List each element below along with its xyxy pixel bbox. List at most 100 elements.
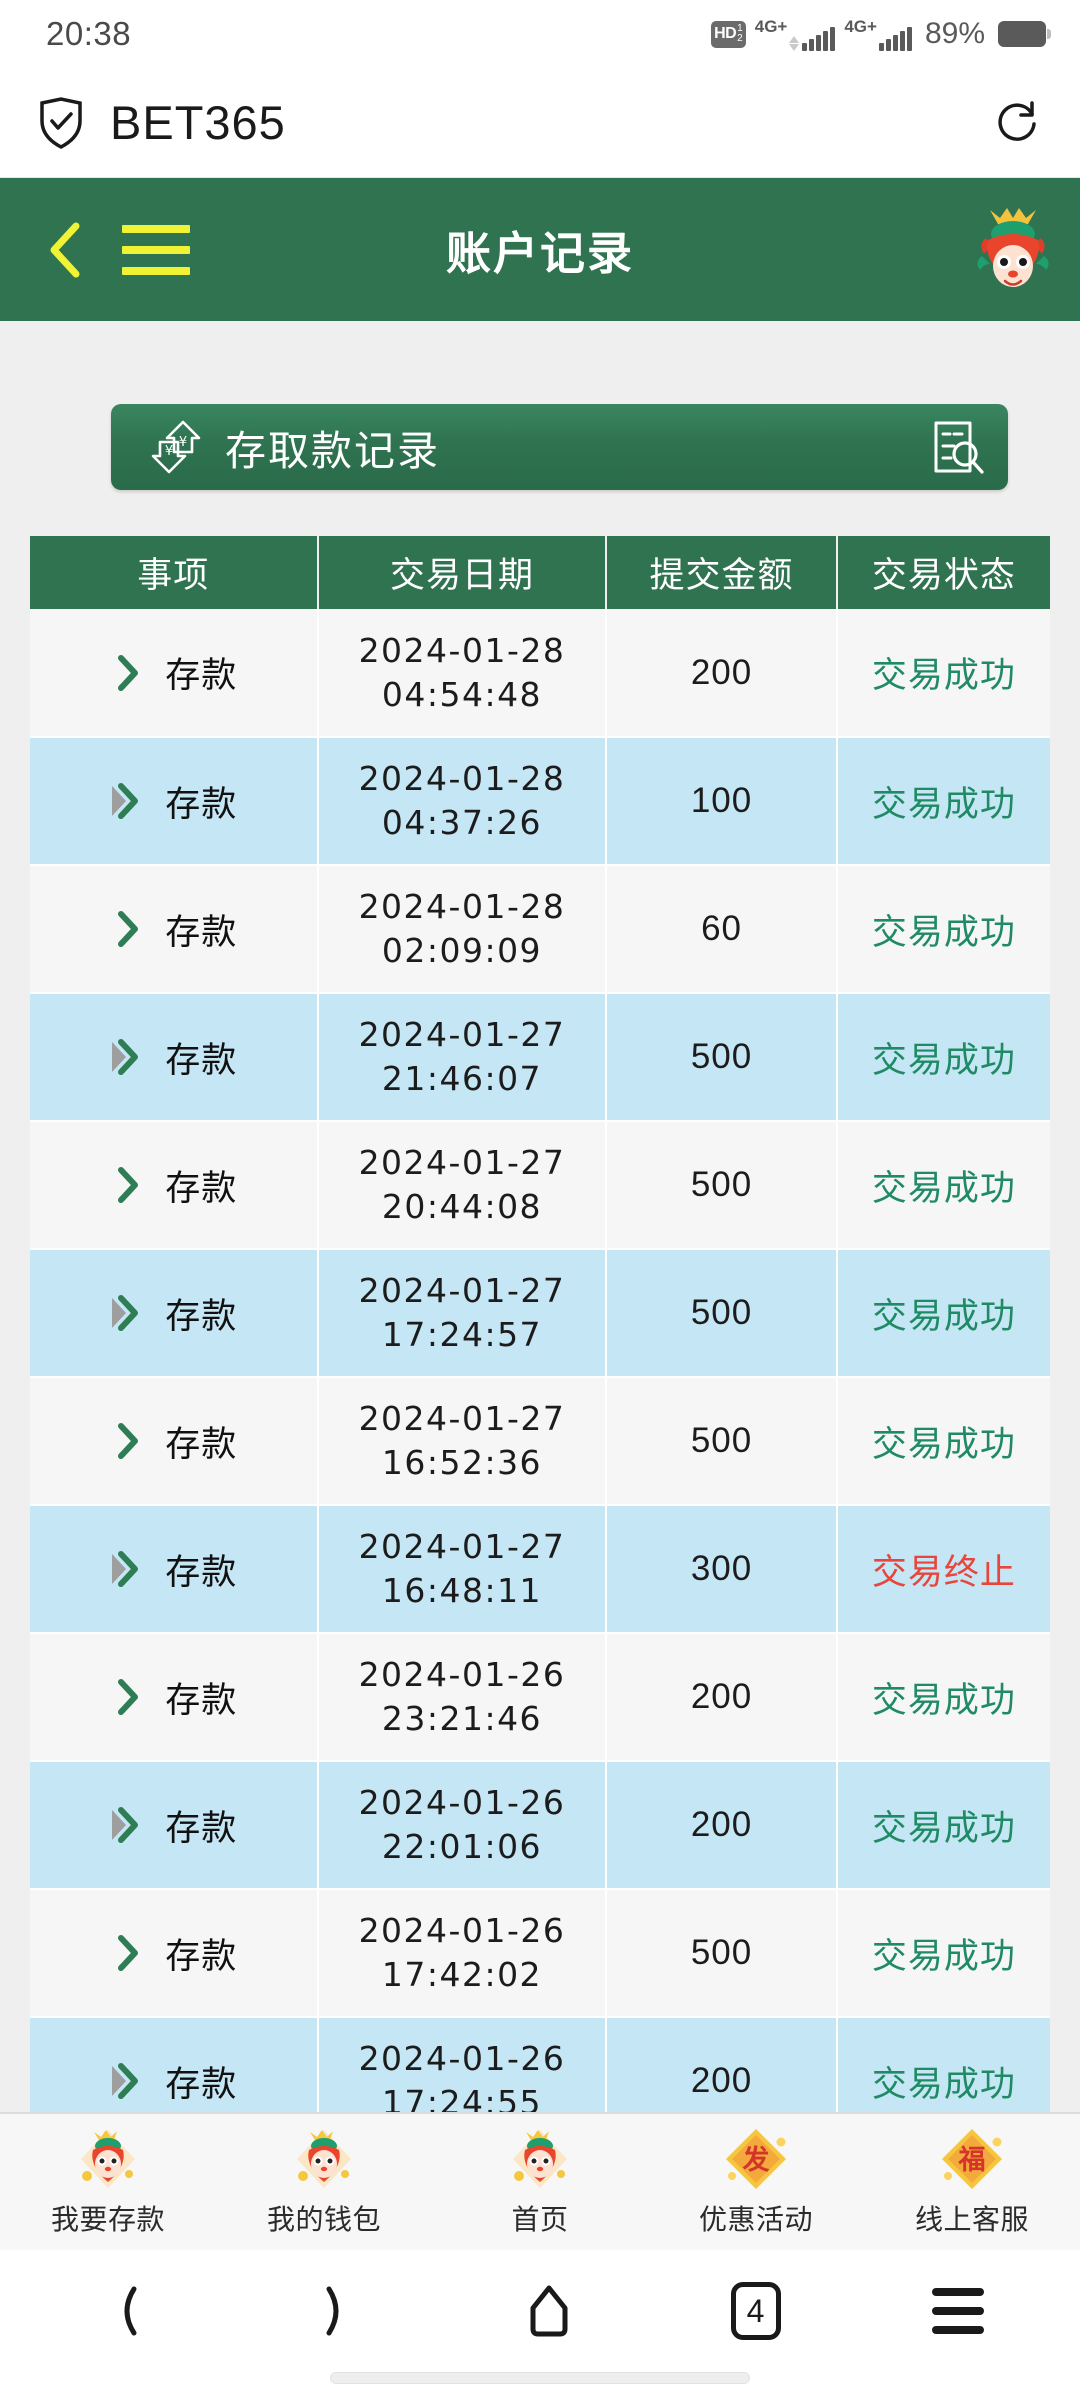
cell-item[interactable]: 存款 <box>30 1377 319 1506</box>
nav-forward-icon[interactable] <box>307 2281 367 2341</box>
cell-status: 交易成功 <box>836 1377 1050 1506</box>
cell-date: 2024-01-27 17:24:57 <box>317 1249 608 1378</box>
tab-label: 我的钱包 <box>266 2204 381 2235</box>
row-expand-chevron-icon[interactable] <box>109 2063 139 2099</box>
cell-item[interactable]: 存款 <box>30 1761 319 1890</box>
home-gesture-bar[interactable] <box>330 2372 750 2384</box>
row-item-label: 存款 <box>165 1936 238 1976</box>
nav-tab-count[interactable]: 4 <box>730 2282 781 2340</box>
row-item-label: 存款 <box>165 1168 238 1208</box>
row-expand-chevron-icon[interactable] <box>109 911 139 947</box>
row-expand-chevron-icon[interactable] <box>109 783 139 819</box>
tab-item-2[interactable]: 我的钱包 <box>216 2126 432 2238</box>
cell-amount: 200 <box>606 609 838 738</box>
cell-status: 交易成功 <box>836 865 1050 994</box>
nav-home-icon[interactable] <box>519 2281 579 2341</box>
hd-volte-icon: HD 1 2 <box>711 20 746 48</box>
bottom-tab-bar: 我要存款 我的钱包 首页 发 优惠活动 福 线上客服 <box>0 2112 1080 2250</box>
table-row[interactable]: 存款 2024-01-27 21:46:07 500 交易成功 <box>30 993 1050 1122</box>
row-item-label: 存款 <box>165 656 238 695</box>
cell-status: 交易成功 <box>836 1761 1050 1890</box>
hamburger-menu-icon[interactable] <box>122 224 190 275</box>
row-expand-chevron-icon[interactable] <box>109 1295 139 1331</box>
cell-item[interactable]: 存款 <box>30 1121 319 1250</box>
row-expand-chevron-icon[interactable] <box>109 654 139 691</box>
tab-item-1[interactable]: 我要存款 <box>0 2126 216 2238</box>
signal-1-label: 4G+ <box>754 17 788 36</box>
tab-item-4[interactable]: 发 优惠活动 <box>648 2126 864 2238</box>
row-item-label: 存款 <box>165 1808 238 1848</box>
back-chevron-icon[interactable] <box>46 222 84 278</box>
table-row[interactable]: 存款 2024-01-27 17:24:57 500 交易成功 <box>30 1249 1050 1378</box>
cell-date: 2024-01-27 21:46:07 <box>317 993 608 1122</box>
table-row[interactable]: 存款 2024-01-28 02:09:09 60 交易成功 <box>30 865 1050 994</box>
column-header-status: 交易状态 <box>836 536 1050 609</box>
nav-back-icon[interactable] <box>96 2281 156 2341</box>
cell-item[interactable]: 存款 <box>30 1505 319 1634</box>
column-header-item: 事项 <box>30 536 319 609</box>
cell-amount: 500 <box>606 1889 838 2018</box>
cell-item[interactable]: 存款 <box>30 1249 319 1378</box>
fa-promo-icon: 发 <box>723 2126 789 2192</box>
cell-item[interactable]: 存款 <box>30 2017 319 2112</box>
tab-label: 我要存款 <box>50 2204 165 2235</box>
table-row[interactable]: 存款 2024-01-27 16:52:36 500 交易成功 <box>30 1377 1050 1506</box>
signal-2-bars <box>878 27 912 51</box>
battery-icon <box>998 21 1051 47</box>
dragon-mascot-icon[interactable] <box>974 204 1052 296</box>
document-search-icon[interactable] <box>928 417 986 477</box>
table-row[interactable]: 存款 2024-01-26 17:24:55 200 交易成功 <box>30 2017 1050 2112</box>
table-row[interactable]: 存款 2024-01-27 20:44:08 500 交易成功 <box>30 1121 1050 1250</box>
row-expand-chevron-icon[interactable] <box>109 1551 139 1587</box>
cell-date: 2024-01-26 23:21:46 <box>317 1633 608 1762</box>
cell-status: 交易成功 <box>836 1633 1050 1762</box>
deposit-withdraw-records-banner[interactable]: ¥ ¥ 存取款记录 <box>111 404 1008 490</box>
refresh-icon[interactable] <box>994 100 1040 146</box>
tab-item-5[interactable]: 福 线上客服 <box>864 2126 1080 2238</box>
nav-menu-icon[interactable] <box>932 2288 985 2334</box>
table-row[interactable]: 存款 2024-01-26 17:42:02 500 交易成功 <box>30 1889 1050 2018</box>
cell-date: 2024-01-27 16:52:36 <box>317 1377 608 1506</box>
column-header-date: 交易日期 <box>317 536 608 609</box>
row-item-label: 存款 <box>165 784 238 824</box>
svg-text:¥: ¥ <box>179 435 187 450</box>
table-row[interactable]: 存款 2024-01-27 16:48:11 300 交易终止 <box>30 1505 1050 1634</box>
table-row[interactable]: 存款 2024-01-26 23:21:46 200 交易成功 <box>30 1633 1050 1762</box>
cell-amount: 60 <box>606 865 838 994</box>
table-row[interactable]: 存款 2024-01-26 22:01:06 200 交易成功 <box>30 1761 1050 1890</box>
dragon-coin-icon <box>75 2126 141 2192</box>
row-expand-chevron-icon[interactable] <box>109 1807 139 1843</box>
banner-label: 存取款记录 <box>225 428 440 474</box>
cell-status: 交易成功 <box>836 737 1050 866</box>
cell-item[interactable]: 存款 <box>30 1633 319 1762</box>
cell-amount: 200 <box>606 1633 838 1762</box>
cell-amount: 500 <box>606 1377 838 1506</box>
cell-amount: 300 <box>606 1505 838 1634</box>
table-row[interactable]: 存款 2024-01-28 04:37:26 100 交易成功 <box>30 737 1050 866</box>
row-item-label: 存款 <box>165 1040 238 1080</box>
row-expand-chevron-icon[interactable] <box>109 1039 139 1075</box>
table-row[interactable]: 存款 2024-01-28 04:54:48 200 交易成功 <box>30 609 1050 738</box>
cell-item[interactable]: 存款 <box>30 865 319 994</box>
status-indicators: HD 1 2 4G+ 4G+ 89% <box>711 17 1051 51</box>
table-body: 存款 2024-01-28 04:54:48 200 交易成功 存款 2024-01-28… <box>30 609 1050 2112</box>
page-title: BET365 <box>110 96 286 149</box>
hd-label: HD <box>714 25 737 42</box>
row-expand-chevron-icon[interactable] <box>109 1679 139 1715</box>
row-expand-chevron-icon[interactable] <box>109 1167 139 1203</box>
cell-item[interactable]: 存款 <box>30 993 319 1122</box>
cell-item[interactable]: 存款 <box>30 609 319 738</box>
row-item-label: 存款 <box>165 2064 238 2104</box>
status-time: 20:38 <box>46 15 132 52</box>
browser-nav-bar: 4 <box>0 2250 1080 2372</box>
cell-date: 2024-01-27 16:48:11 <box>317 1505 608 1634</box>
row-expand-chevron-icon[interactable] <box>109 1423 139 1459</box>
cell-item[interactable]: 存款 <box>30 1889 319 2018</box>
deposit-withdraw-icon: ¥ ¥ <box>145 416 207 478</box>
cell-date: 2024-01-26 17:42:02 <box>317 1889 608 2018</box>
tab-item-3[interactable]: 首页 <box>432 2126 648 2238</box>
row-expand-chevron-icon[interactable] <box>109 1935 139 1971</box>
cell-item[interactable]: 存款 <box>30 737 319 866</box>
page-content: ¥ ¥ 存取款记录 <box>0 321 1080 2112</box>
